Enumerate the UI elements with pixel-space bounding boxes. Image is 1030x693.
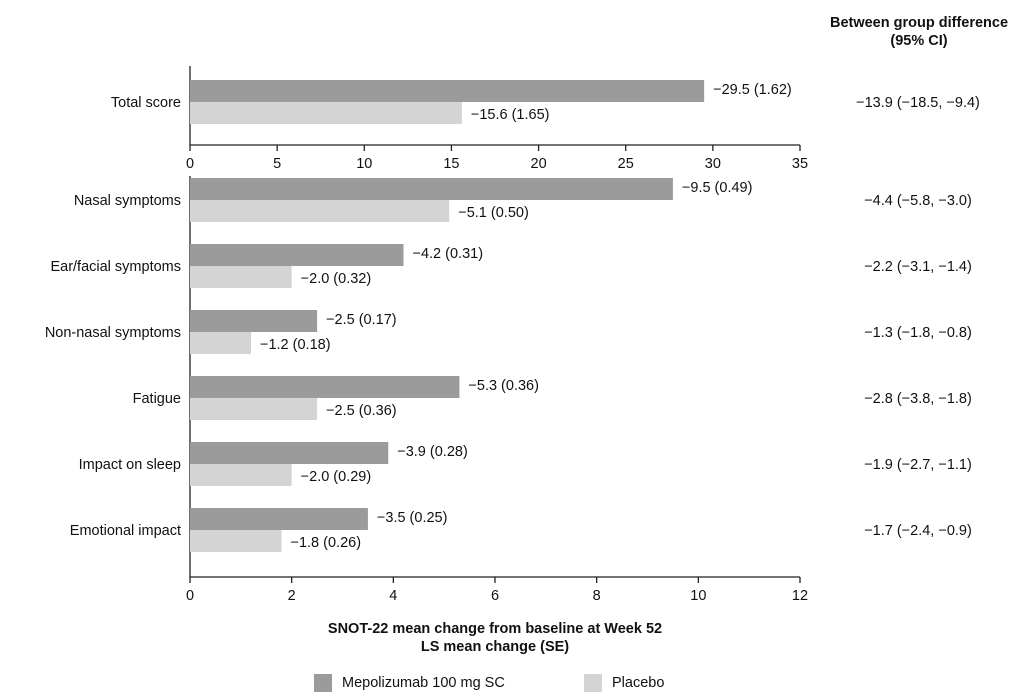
category-label: Nasal symptoms — [74, 193, 181, 209]
x-axis-title: SNOT-22 mean change from baseline at Wee… — [190, 620, 800, 656]
category-label: Non-nasal symptoms — [45, 325, 181, 341]
data-label-placebo: −2.0 (0.29) — [301, 469, 372, 485]
legend: Mepolizumab 100 mg SC Placebo — [0, 674, 1030, 692]
data-label-drug: −3.9 (0.28) — [397, 444, 468, 460]
x-tick-label: 35 — [792, 156, 808, 172]
data-label-drug: −3.5 (0.25) — [377, 510, 448, 526]
bar-drug — [190, 442, 389, 464]
data-label-placebo: −1.8 (0.26) — [291, 535, 362, 551]
data-label-drug: −2.5 (0.17) — [326, 312, 397, 328]
x-tick-label: 4 — [389, 588, 397, 604]
between-group-difference: −4.4 (−5.8, −3.0) — [864, 193, 972, 209]
x-tick-label: 6 — [491, 588, 499, 604]
x-tick-label: 12 — [792, 588, 808, 604]
x-tick-label: 0 — [186, 156, 194, 172]
between-group-difference: −1.3 (−1.8, −0.8) — [864, 325, 972, 341]
diff-header-line2: (95% CI) — [890, 33, 948, 49]
legend-label-drug: Mepolizumab 100 mg SC — [342, 675, 505, 691]
category-label: Fatigue — [133, 391, 181, 407]
between-group-difference: −1.7 (−2.4, −0.9) — [864, 523, 972, 539]
category-label: Emotional impact — [70, 523, 181, 539]
x-tick-label: 2 — [288, 588, 296, 604]
between-group-difference: −2.8 (−3.8, −1.8) — [864, 391, 972, 407]
x-tick-label: 30 — [705, 156, 721, 172]
bar-drug — [190, 310, 318, 332]
data-label-drug: −9.5 (0.49) — [682, 180, 753, 196]
between-group-difference: −13.9 (−18.5, −9.4) — [856, 95, 980, 111]
bar-drug — [190, 508, 368, 530]
data-label-drug: −29.5 (1.62) — [713, 82, 792, 98]
bar-drug — [190, 376, 460, 398]
legend-swatch-drug — [314, 674, 332, 692]
data-label-drug: −5.3 (0.36) — [468, 378, 539, 394]
bar-placebo — [190, 102, 462, 124]
x-tick-label: 10 — [356, 156, 372, 172]
bar-placebo — [190, 332, 251, 354]
category-label: Ear/facial symptoms — [50, 259, 181, 275]
legend-item-drug: Mepolizumab 100 mg SC — [314, 674, 505, 692]
x-tick-label: 25 — [618, 156, 634, 172]
x-tick-label: 10 — [690, 588, 706, 604]
between-group-difference: −2.2 (−3.1, −1.4) — [864, 259, 972, 275]
category-label: Total score — [111, 95, 181, 111]
bar-placebo — [190, 266, 292, 288]
x-tick-label: 5 — [273, 156, 281, 172]
between-group-difference: −1.9 (−2.7, −1.1) — [864, 457, 972, 473]
bar-placebo — [190, 464, 292, 486]
x-axis-title-line1: SNOT-22 mean change from baseline at Wee… — [327, 621, 663, 637]
diff-header-line1: Between group difference — [829, 15, 1009, 31]
legend-item-placebo: Placebo — [584, 674, 664, 692]
data-label-placebo: −2.5 (0.36) — [326, 403, 397, 419]
bar-placebo — [190, 530, 282, 552]
bar-placebo — [190, 398, 318, 420]
bar-drug — [190, 178, 673, 200]
x-tick-label: 15 — [443, 156, 459, 172]
data-label-drug: −4.2 (0.31) — [413, 246, 484, 262]
bar-drug — [190, 80, 705, 102]
data-label-placebo: −15.6 (1.65) — [471, 107, 550, 123]
x-tick-label: 0 — [186, 588, 194, 604]
bar-placebo — [190, 200, 450, 222]
data-label-placebo: −2.0 (0.32) — [301, 271, 372, 287]
data-label-placebo: −5.1 (0.50) — [458, 205, 529, 221]
legend-label-placebo: Placebo — [612, 675, 665, 691]
legend-swatch-placebo — [584, 674, 602, 692]
category-label: Impact on sleep — [79, 457, 181, 473]
between-group-difference-header: Between group difference (95% CI) — [808, 14, 1030, 50]
x-axis-title-line2: LS mean change (SE) — [420, 639, 570, 655]
x-tick-label: 8 — [593, 588, 601, 604]
bar-drug — [190, 244, 404, 266]
data-label-placebo: −1.2 (0.18) — [260, 337, 331, 353]
x-tick-label: 20 — [531, 156, 547, 172]
